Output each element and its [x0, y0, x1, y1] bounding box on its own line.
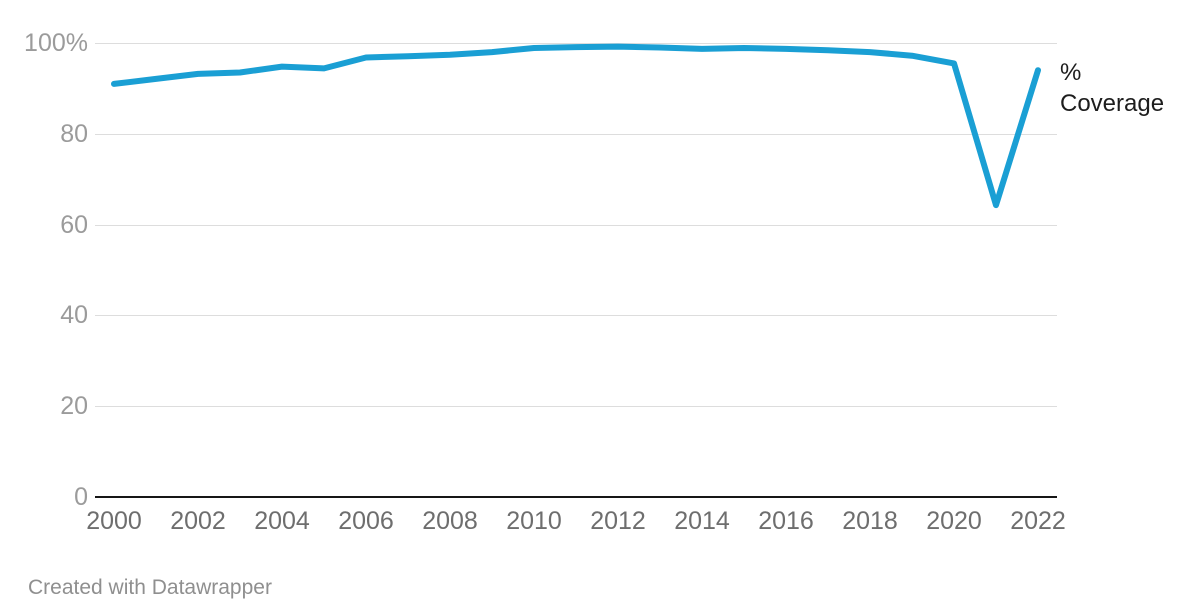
x-axis-tick-label: 2008 [422, 507, 478, 535]
x-axis-tick-label: 2010 [506, 507, 562, 535]
x-axis-tick-label: 2022 [1010, 507, 1066, 535]
gridline [95, 133, 1057, 135]
x-axis-tick-label: 2006 [338, 507, 394, 535]
gridline [95, 43, 1057, 44]
series-label: % Coverage [1060, 59, 1165, 117]
y-axis-tick-label: 20 [60, 392, 88, 421]
datawrapper-credit-link[interactable]: Created with Datawrapper [28, 576, 272, 599]
x-axis-tick-label: 2002 [170, 507, 226, 535]
y-axis-tick-label: 60 [60, 210, 88, 239]
y-axis-tick-label: 0 [74, 483, 88, 511]
x-axis-tick-label: 2018 [842, 507, 898, 535]
gridline [95, 406, 1057, 408]
coverage-line [111, 43, 1041, 209]
gridline [95, 224, 1057, 226]
x-axis-tick-label: 2016 [758, 507, 814, 535]
gridline [95, 315, 1057, 317]
x-axis-tick-label: 2004 [254, 507, 310, 535]
y-axis-tick-label: 80 [60, 119, 88, 148]
x-axis-line [95, 496, 1057, 498]
y-axis-tick-label: 100% [24, 29, 88, 57]
x-axis-tick-label: 2012 [590, 507, 646, 535]
y-axis-tick-label: 40 [60, 301, 88, 330]
x-axis-tick-label: 2020 [926, 507, 982, 535]
x-axis-tick-label: 2000 [86, 507, 142, 535]
x-axis-tick-label: 2014 [674, 507, 730, 535]
